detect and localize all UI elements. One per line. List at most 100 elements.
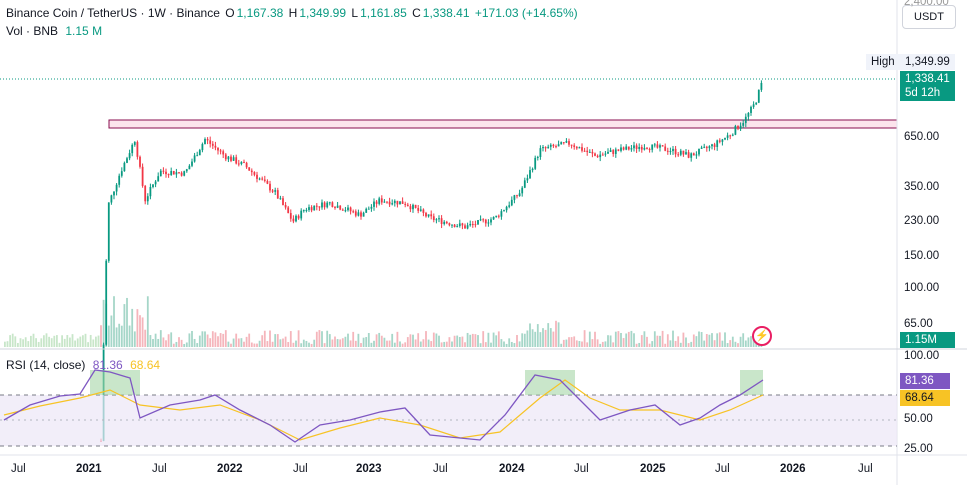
currency-button[interactable]: USDT xyxy=(902,5,956,29)
candle-body xyxy=(557,144,560,147)
candle-body xyxy=(159,170,162,177)
volume-bar xyxy=(443,341,446,347)
candle-body xyxy=(510,199,513,206)
candle-body xyxy=(552,144,555,147)
volume-bar xyxy=(191,330,193,347)
time-tick: Jul xyxy=(152,463,167,475)
candle-body xyxy=(604,153,607,155)
volume-bar xyxy=(284,336,287,347)
candle-body xyxy=(752,104,755,107)
candle-body xyxy=(443,221,446,224)
candle-body xyxy=(334,206,336,208)
candle-body xyxy=(170,171,173,175)
volume-bar xyxy=(183,343,186,347)
candle-body xyxy=(609,150,612,152)
candle-body xyxy=(687,152,690,158)
candle-body xyxy=(440,218,443,224)
rsi-legend[interactable]: RSI (14, close) 81.36 68.64 xyxy=(6,358,160,372)
price-tick-150: 150.00 xyxy=(904,250,940,262)
candle-body xyxy=(289,213,292,219)
candle-body xyxy=(716,140,719,147)
candle-body xyxy=(404,203,407,205)
candle-body xyxy=(612,150,615,154)
candle-body xyxy=(271,190,274,192)
candle-body xyxy=(339,205,342,210)
volume-bar xyxy=(282,338,284,347)
lightning-icon[interactable]: ⚡ xyxy=(752,326,772,346)
candle-body xyxy=(508,205,511,207)
candle-body xyxy=(274,190,277,192)
candle-body xyxy=(529,170,531,179)
volume-bar xyxy=(404,342,407,347)
volume-bar xyxy=(565,339,568,347)
candle-body xyxy=(542,147,544,149)
candle-body xyxy=(409,206,412,210)
volume-bar xyxy=(14,336,17,347)
candle-body xyxy=(596,155,599,158)
volume-bar xyxy=(58,342,61,347)
candle-body xyxy=(258,178,261,180)
candle-body xyxy=(516,195,518,197)
volume-bar xyxy=(214,332,217,347)
volume-bar xyxy=(666,334,669,347)
volume-bar xyxy=(510,341,513,347)
volume-bar xyxy=(672,330,674,347)
time-tick: Jul xyxy=(715,463,730,475)
volume-bar xyxy=(425,331,427,347)
candle-body xyxy=(336,205,339,208)
candle-body xyxy=(310,207,313,211)
candle-body xyxy=(425,212,427,217)
volume-bar xyxy=(185,342,188,347)
volume-bar xyxy=(659,335,661,347)
volume-bar xyxy=(419,341,422,347)
volume-bar xyxy=(713,340,716,347)
volume-bar xyxy=(552,331,555,347)
volume-legend[interactable]: Vol · BNB 1.15 M xyxy=(6,24,102,38)
resistance-zone[interactable] xyxy=(108,119,898,129)
volume-bar xyxy=(256,343,258,347)
volume-bar xyxy=(305,340,308,347)
price-tick-650: 650.00 xyxy=(904,131,940,143)
volume-bar xyxy=(734,341,737,347)
rsi-value-tag: 81.36 xyxy=(900,373,950,389)
candle-body xyxy=(750,106,752,113)
candle-body xyxy=(154,181,157,185)
volume-bar xyxy=(248,333,251,347)
candle-body xyxy=(601,154,604,156)
candle-body xyxy=(565,141,568,143)
rsi-ma-tag: 68.64 xyxy=(900,390,950,406)
volume-bar xyxy=(266,341,269,347)
candle-body xyxy=(477,220,479,225)
symbol-legend[interactable]: Binance Coin / TetherUS · 1W · Binance O… xyxy=(6,6,580,20)
candle-body xyxy=(760,82,763,90)
volume-bar xyxy=(6,341,9,347)
candle-body xyxy=(549,144,552,147)
volume-bar xyxy=(412,334,414,347)
candle-body xyxy=(656,144,659,148)
candle-body xyxy=(427,214,430,217)
candle-body xyxy=(607,151,609,154)
candle-body xyxy=(219,150,222,152)
candle-body xyxy=(555,146,557,148)
candle-body xyxy=(235,157,238,164)
candle-body xyxy=(573,145,576,147)
candle-body xyxy=(113,191,115,196)
volume-bar xyxy=(40,338,43,347)
candle-body xyxy=(412,204,414,210)
volume-bar xyxy=(661,330,664,347)
candle-body xyxy=(578,147,581,149)
candle-body xyxy=(417,207,420,211)
candle-body xyxy=(383,201,386,203)
symbol-title[interactable]: Binance Coin / TetherUS · 1W · Binance xyxy=(6,6,220,20)
volume-bar xyxy=(349,340,352,347)
volume-bar xyxy=(217,336,219,347)
candle-body xyxy=(666,150,669,152)
volume-bar xyxy=(529,323,531,347)
volume-bar xyxy=(196,343,199,347)
volume-bar xyxy=(118,323,121,347)
volume-bar xyxy=(604,341,607,347)
rsi-ma-line xyxy=(3,379,764,441)
candle-body xyxy=(695,154,698,156)
volume-bar xyxy=(617,331,620,347)
